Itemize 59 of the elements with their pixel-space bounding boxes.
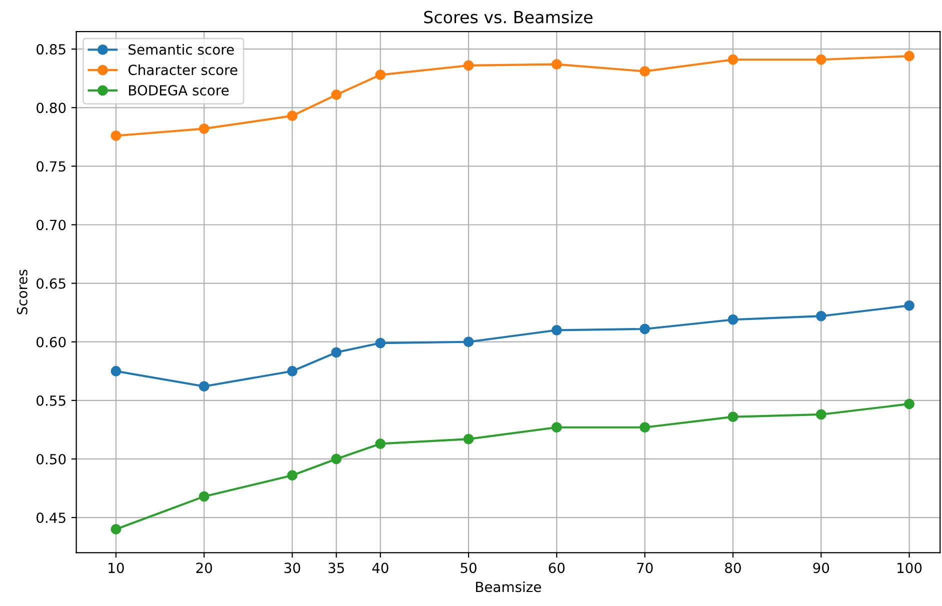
point (110, 524, 122, 534)
point (198, 124, 210, 134)
point (640, 66, 650, 77)
point (728, 54, 738, 65)
x-tick-label: 50 (460, 562, 476, 574)
point (110, 130, 122, 141)
y-tick-label: 0.70 (36, 220, 66, 230)
point (551, 324, 562, 336)
legend-label: Semantic score (128, 44, 234, 55)
y-tick-label: 0.50 (36, 454, 66, 464)
point (551, 422, 562, 433)
x-tick-label: 20 (196, 562, 212, 574)
point (904, 50, 914, 62)
point (463, 336, 474, 348)
point (728, 314, 738, 325)
legend-label: BODEGA score (129, 85, 229, 96)
point (640, 324, 650, 334)
legend-label: Character score (128, 64, 238, 76)
y-tick-label: 0.65 (36, 278, 66, 289)
point (331, 454, 342, 464)
chart-title: Scores vs. Beamsize (424, 10, 592, 24)
point (375, 338, 386, 348)
y-tick-label: 0.85 (36, 44, 66, 55)
y-tick-label: 0.45 (36, 512, 66, 524)
x-tick-label: 90 (813, 562, 830, 574)
x-tick-label: 10 (108, 562, 124, 574)
point (551, 59, 562, 70)
y-tick-label: 0.80 (36, 102, 66, 114)
point (198, 491, 210, 502)
point (904, 300, 914, 311)
x-tick-label: 35 (328, 562, 344, 574)
point (463, 434, 474, 444)
x-tick-label: 70 (637, 562, 653, 574)
point (331, 347, 342, 358)
point (904, 398, 914, 410)
point (287, 110, 298, 122)
x-axis-title: Beamsize (476, 581, 541, 592)
y-tick-label: 0.75 (36, 161, 66, 172)
point (816, 310, 826, 322)
point (287, 366, 298, 376)
point (728, 412, 738, 422)
x-tick-label: 60 (548, 562, 565, 574)
point (110, 366, 122, 376)
point (287, 470, 298, 481)
x-tick-label: 100 (898, 562, 922, 574)
point (375, 70, 386, 80)
x-tick-label: 30 (284, 562, 300, 574)
y-axis-title: Scores (16, 270, 28, 314)
point (816, 409, 826, 420)
point (816, 54, 826, 65)
point (331, 90, 342, 100)
x-tick-label: 80 (725, 562, 741, 574)
point (463, 60, 474, 71)
point (640, 422, 650, 433)
point (375, 438, 386, 449)
point (198, 381, 210, 392)
y-tick-label: 0.55 (36, 395, 66, 406)
x-tick-label: 40 (372, 562, 388, 574)
y-tick-label: 0.60 (36, 336, 66, 348)
